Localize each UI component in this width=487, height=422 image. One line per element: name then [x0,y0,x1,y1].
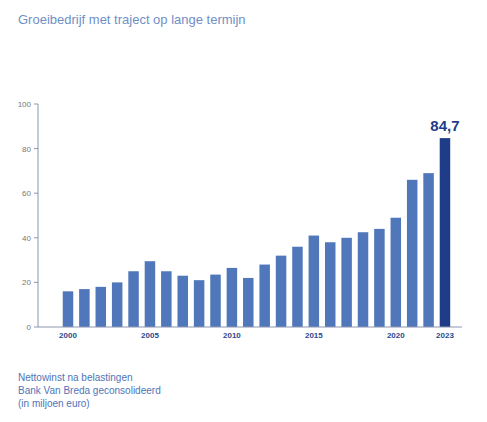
bar [227,268,238,327]
x-axis [38,327,462,328]
y-tick-label: 60 [22,189,31,198]
chart: Groeibedrijf met traject op lange termij… [0,0,487,422]
bar [309,236,320,327]
bar [374,229,385,327]
bars [63,138,450,327]
bar [292,247,303,327]
bar [63,291,73,327]
x-tick-label: 2005 [141,331,159,340]
y-tick-label: 20 [22,278,31,287]
bar [112,282,123,327]
bar [194,280,205,327]
y-tick-label: 0 [27,323,32,332]
bar [440,138,451,327]
y-tick [34,193,38,194]
x-tick-label: 2015 [305,331,323,340]
bar [391,218,402,327]
y-axis [38,104,39,327]
bar [79,289,90,327]
bar [325,242,336,327]
caption: (in miljoen euro) [18,398,90,409]
title: Groeibedrijf met traject op lange termij… [18,12,246,27]
y-tick [34,104,38,105]
y-tick-label: 100 [18,100,32,109]
bar [259,265,270,327]
y-tick [34,327,38,328]
x-tick-label: 2023 [436,331,454,340]
bar [161,271,172,327]
y-tick-label: 40 [22,234,31,243]
y-tick [34,237,38,238]
y-tick [34,148,38,149]
bar [96,287,107,327]
bar [358,232,369,327]
bar [423,173,434,327]
x-tick-label: 2000 [59,331,77,340]
bar [128,271,139,327]
y-tick [34,282,38,283]
caption: Nettowinst na belastingen [18,372,133,383]
data-label: 84,7 [430,117,459,134]
bar [407,180,418,327]
bar [210,275,221,327]
bar [145,261,156,327]
caption: Bank Van Breda geconsolideerd [18,385,161,396]
bar [276,256,287,327]
y-tick-label: 80 [22,145,31,154]
bar [243,278,254,327]
x-tick-label: 2010 [223,331,241,340]
bar [177,276,188,327]
x-tick-label: 2020 [387,331,405,340]
bar [341,238,352,327]
